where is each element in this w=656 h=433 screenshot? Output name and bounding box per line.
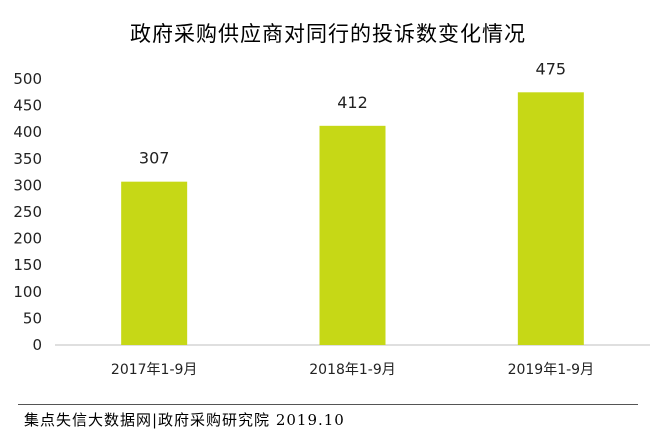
data-labels: 307 412 475 (139, 59, 566, 167)
bars-group (121, 92, 584, 345)
x-category-label: 2018年1-9月 (309, 362, 396, 378)
bar (517, 92, 584, 345)
y-tick-label: 200 (13, 230, 42, 248)
bar (121, 181, 188, 345)
y-tick-label: 0 (32, 336, 42, 354)
y-tick-label: 150 (13, 256, 42, 274)
y-tick-label: 300 (13, 176, 42, 194)
y-tick-label: 50 (23, 309, 42, 327)
x-category-label: 2019年1-9月 (508, 362, 595, 378)
data-label: 412 (337, 93, 368, 112)
y-tick-label: 500 (13, 70, 42, 88)
y-tick-label: 100 (13, 283, 42, 301)
bar-chart: 0 50 100 150 200 250 300 350 400 450 500 2017年1-9月… (13, 59, 650, 378)
y-tick-label: 450 (13, 97, 42, 115)
bar (319, 125, 386, 345)
footer-divider (18, 404, 638, 405)
source-note: 集点失信大数据网|政府采购研究院 2019.10 (24, 411, 345, 429)
x-category-label: 2017年1-9月 (111, 362, 198, 378)
data-label: 475 (536, 59, 567, 78)
y-tick-label: 250 (13, 203, 42, 221)
category-labels: 2017年1-9月 2018年1-9月 2019年1-9月 (111, 362, 594, 378)
data-label: 307 (139, 149, 170, 168)
y-tick-label: 350 (13, 150, 42, 168)
y-axis-ticks: 0 50 100 150 200 250 300 350 400 450 500 (13, 70, 42, 354)
chart-title: 政府采购供应商对同行的投诉数变化情况 (130, 22, 526, 46)
y-tick-label: 400 (13, 123, 42, 141)
